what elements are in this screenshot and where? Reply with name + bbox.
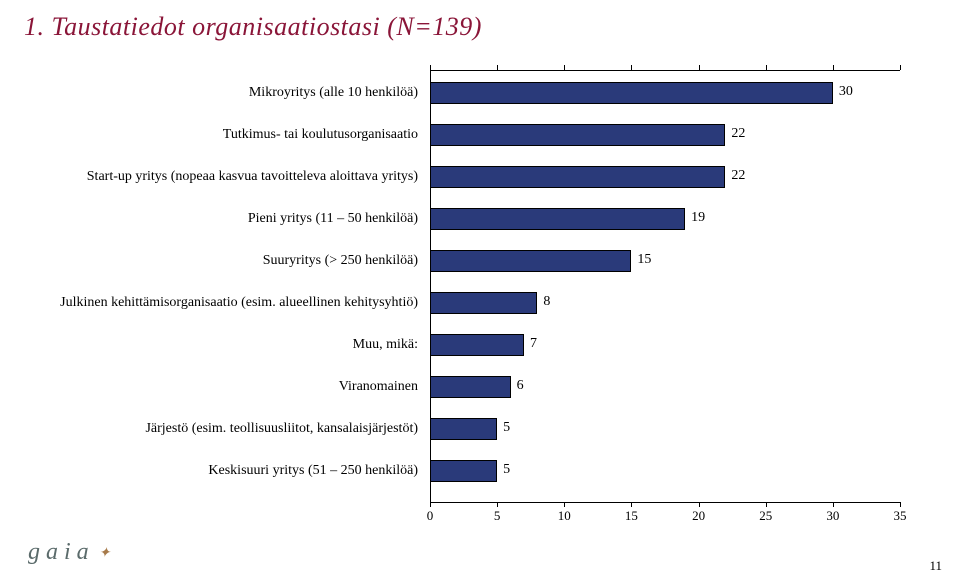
bar <box>430 82 833 104</box>
category-label: Järjestö (esim. teollisuusliitot, kansal… <box>40 421 424 437</box>
brand-logo: gaia✦ <box>28 539 110 566</box>
category-label: Muu, mikä: <box>40 337 424 353</box>
x-axis: 05101520253035 <box>430 508 900 538</box>
x-tick-label: 25 <box>759 508 772 524</box>
bar <box>430 460 497 482</box>
category-label: Mikroyritys (alle 10 henkilöä) <box>40 85 424 101</box>
bar <box>430 418 497 440</box>
x-tick-label: 10 <box>558 508 571 524</box>
bar-value: 5 <box>503 462 510 478</box>
tick-mark <box>430 502 431 507</box>
bar <box>430 334 524 356</box>
category-label: Start-up yritys (nopeaa kasvua tavoittel… <box>40 169 424 185</box>
category-label: Tutkimus- tai koulutusorganisaatio <box>40 127 424 143</box>
chart-title: 1. Taustatiedot organisaatiostasi (N=139… <box>24 12 482 42</box>
category-label: Keskisuuri yritys (51 – 250 henkilöä) <box>40 463 424 479</box>
bar-value: 30 <box>839 84 853 100</box>
chart-row: Järjestö (esim. teollisuusliitot, kansal… <box>40 414 920 444</box>
category-label: Julkinen kehittämisorganisaatio (esim. a… <box>40 295 424 311</box>
tick-mark <box>833 65 834 70</box>
bar-value: 22 <box>731 126 745 142</box>
axis-left-line <box>430 70 431 502</box>
logo-ornament-icon: ✦ <box>99 545 111 562</box>
bar-chart: Mikroyritys (alle 10 henkilöä) 30 Tutkimus… <box>40 70 920 510</box>
x-tick-label: 0 <box>427 508 434 524</box>
chart-row: Mikroyritys (alle 10 henkilöä) 30 <box>40 78 920 108</box>
x-tick-label: 20 <box>692 508 705 524</box>
chart-row: Keskisuuri yritys (51 – 250 henkilöä) 5 <box>40 456 920 486</box>
chart-row: Julkinen kehittämisorganisaatio (esim. a… <box>40 288 920 318</box>
tick-mark <box>430 65 431 70</box>
chart-row: Viranomainen 6 <box>40 372 920 402</box>
category-label: Suuryritys (> 250 henkilöä) <box>40 253 424 269</box>
tick-mark <box>833 502 834 507</box>
tick-mark <box>564 502 565 507</box>
tick-mark <box>564 65 565 70</box>
bar-value: 6 <box>517 378 524 394</box>
chart-row: Pieni yritys (11 – 50 henkilöä) 19 <box>40 204 920 234</box>
tick-mark <box>497 65 498 70</box>
category-label: Pieni yritys (11 – 50 henkilöä) <box>40 211 424 227</box>
bar-value: 5 <box>503 420 510 436</box>
x-tick-label: 15 <box>625 508 638 524</box>
tick-mark <box>766 502 767 507</box>
bar <box>430 376 511 398</box>
tick-mark <box>900 65 901 70</box>
logo-text: gaia <box>28 539 95 565</box>
axis-bottom-line <box>430 502 900 503</box>
bar-value: 22 <box>731 168 745 184</box>
tick-mark <box>699 502 700 507</box>
bar-value: 19 <box>691 210 705 226</box>
tick-mark <box>900 502 901 507</box>
bar <box>430 166 725 188</box>
page-number: 11 <box>929 558 942 574</box>
tick-mark <box>766 65 767 70</box>
tick-mark <box>497 502 498 507</box>
tick-mark <box>699 65 700 70</box>
chart-row: Start-up yritys (nopeaa kasvua tavoittel… <box>40 162 920 192</box>
chart-row: Muu, mikä: 7 <box>40 330 920 360</box>
category-label: Viranomainen <box>40 379 424 395</box>
bar <box>430 124 725 146</box>
x-tick-label: 30 <box>826 508 839 524</box>
bar-value: 7 <box>530 336 537 352</box>
x-tick-label: 35 <box>894 508 907 524</box>
bar-value: 15 <box>637 252 651 268</box>
chart-row: Tutkimus- tai koulutusorganisaatio 22 <box>40 120 920 150</box>
bar <box>430 292 537 314</box>
bar <box>430 250 631 272</box>
bar-value: 8 <box>543 294 550 310</box>
tick-mark <box>631 65 632 70</box>
bar <box>430 208 685 230</box>
x-tick-label: 5 <box>494 508 501 524</box>
axis-top-line <box>430 70 900 71</box>
chart-row: Suuryritys (> 250 henkilöä) 15 <box>40 246 920 276</box>
tick-mark <box>631 502 632 507</box>
